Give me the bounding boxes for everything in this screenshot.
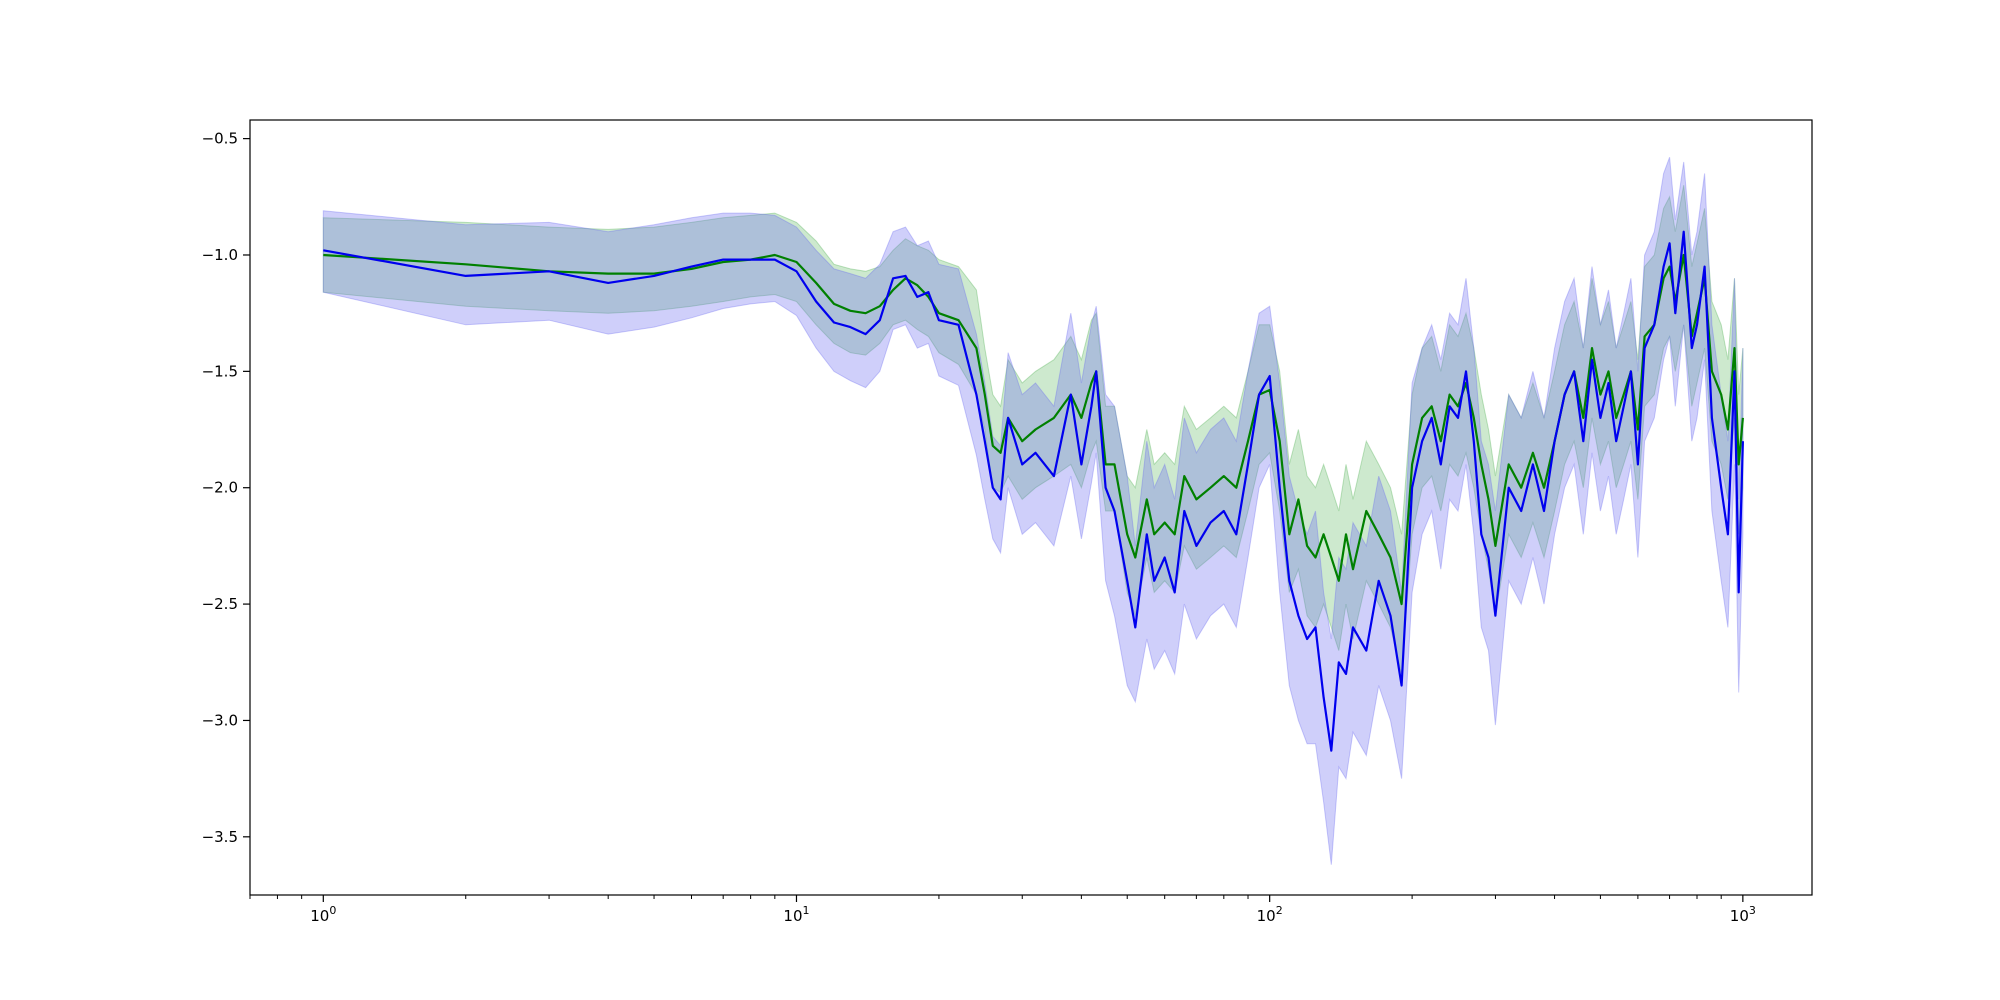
x-tick-label: 101 [783, 904, 809, 925]
y-tick-label: −1.5 [202, 362, 238, 380]
y-tick-label: −1.0 [202, 246, 238, 264]
series-1-band [322, 157, 1744, 865]
x-tick-label: 102 [1257, 904, 1283, 925]
y-tick-label: −3.0 [202, 711, 238, 729]
series-lines [323, 230, 1744, 752]
series-0-line [323, 253, 1744, 606]
y-tick-label: −2.0 [202, 479, 238, 497]
y-tick-label: −3.5 [202, 828, 238, 846]
x-tick-label: 103 [1730, 904, 1756, 925]
x-tick-label: 100 [310, 904, 336, 925]
y-axis: −0.5 −1.0 −1.5 −2.0 −2.5 −3.0 −3.5 [202, 130, 250, 846]
y-tick-label: −2.5 [202, 595, 238, 613]
series-1-line [323, 230, 1744, 752]
plot-frame [249, 119, 1813, 896]
x-axis: 100 101 102 103 [249, 895, 1756, 925]
y-tick-label: −0.5 [202, 130, 238, 148]
plot-background [250, 120, 1812, 895]
